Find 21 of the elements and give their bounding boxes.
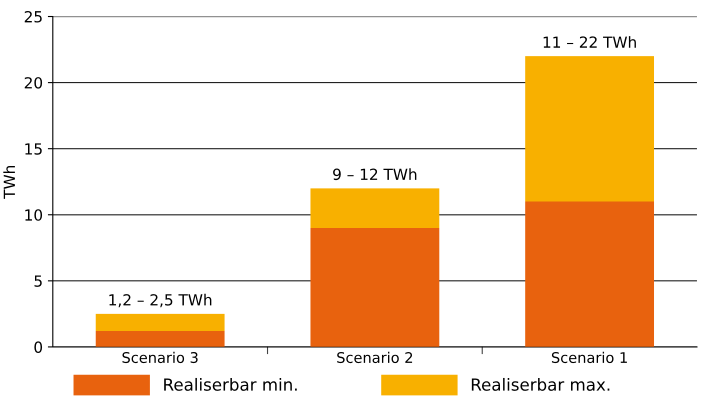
y-tick-label: 20 bbox=[24, 77, 42, 89]
x-tick-label: Scenario 2 bbox=[337, 352, 412, 364]
legend-label: Realiserbar max. bbox=[472, 378, 610, 391]
y-axis-title: TWh bbox=[3, 166, 15, 199]
y-tick-label: 25 bbox=[24, 10, 42, 23]
bar bbox=[310, 228, 440, 347]
legend-label: Realiserbar min. bbox=[164, 378, 297, 391]
total-label: 1,2 – 2,5 TWh bbox=[109, 294, 212, 308]
y-tick-label: 15 bbox=[25, 143, 42, 155]
x-tick-label: Scenario 1 bbox=[552, 352, 627, 364]
bar bbox=[96, 331, 225, 347]
total-label: 11 – 22 TWh bbox=[544, 36, 636, 48]
total-label: 9 – 12 TWh bbox=[333, 168, 416, 180]
y-tick-label: 5 bbox=[34, 276, 42, 287]
y-tick-label: 0 bbox=[34, 341, 42, 353]
bar bbox=[525, 202, 654, 347]
x-tick-label: Scenario 3 bbox=[122, 352, 198, 364]
y-tick-label: 10 bbox=[25, 209, 42, 221]
bar bbox=[96, 314, 225, 332]
bar bbox=[310, 188, 440, 228]
bar bbox=[525, 56, 654, 202]
